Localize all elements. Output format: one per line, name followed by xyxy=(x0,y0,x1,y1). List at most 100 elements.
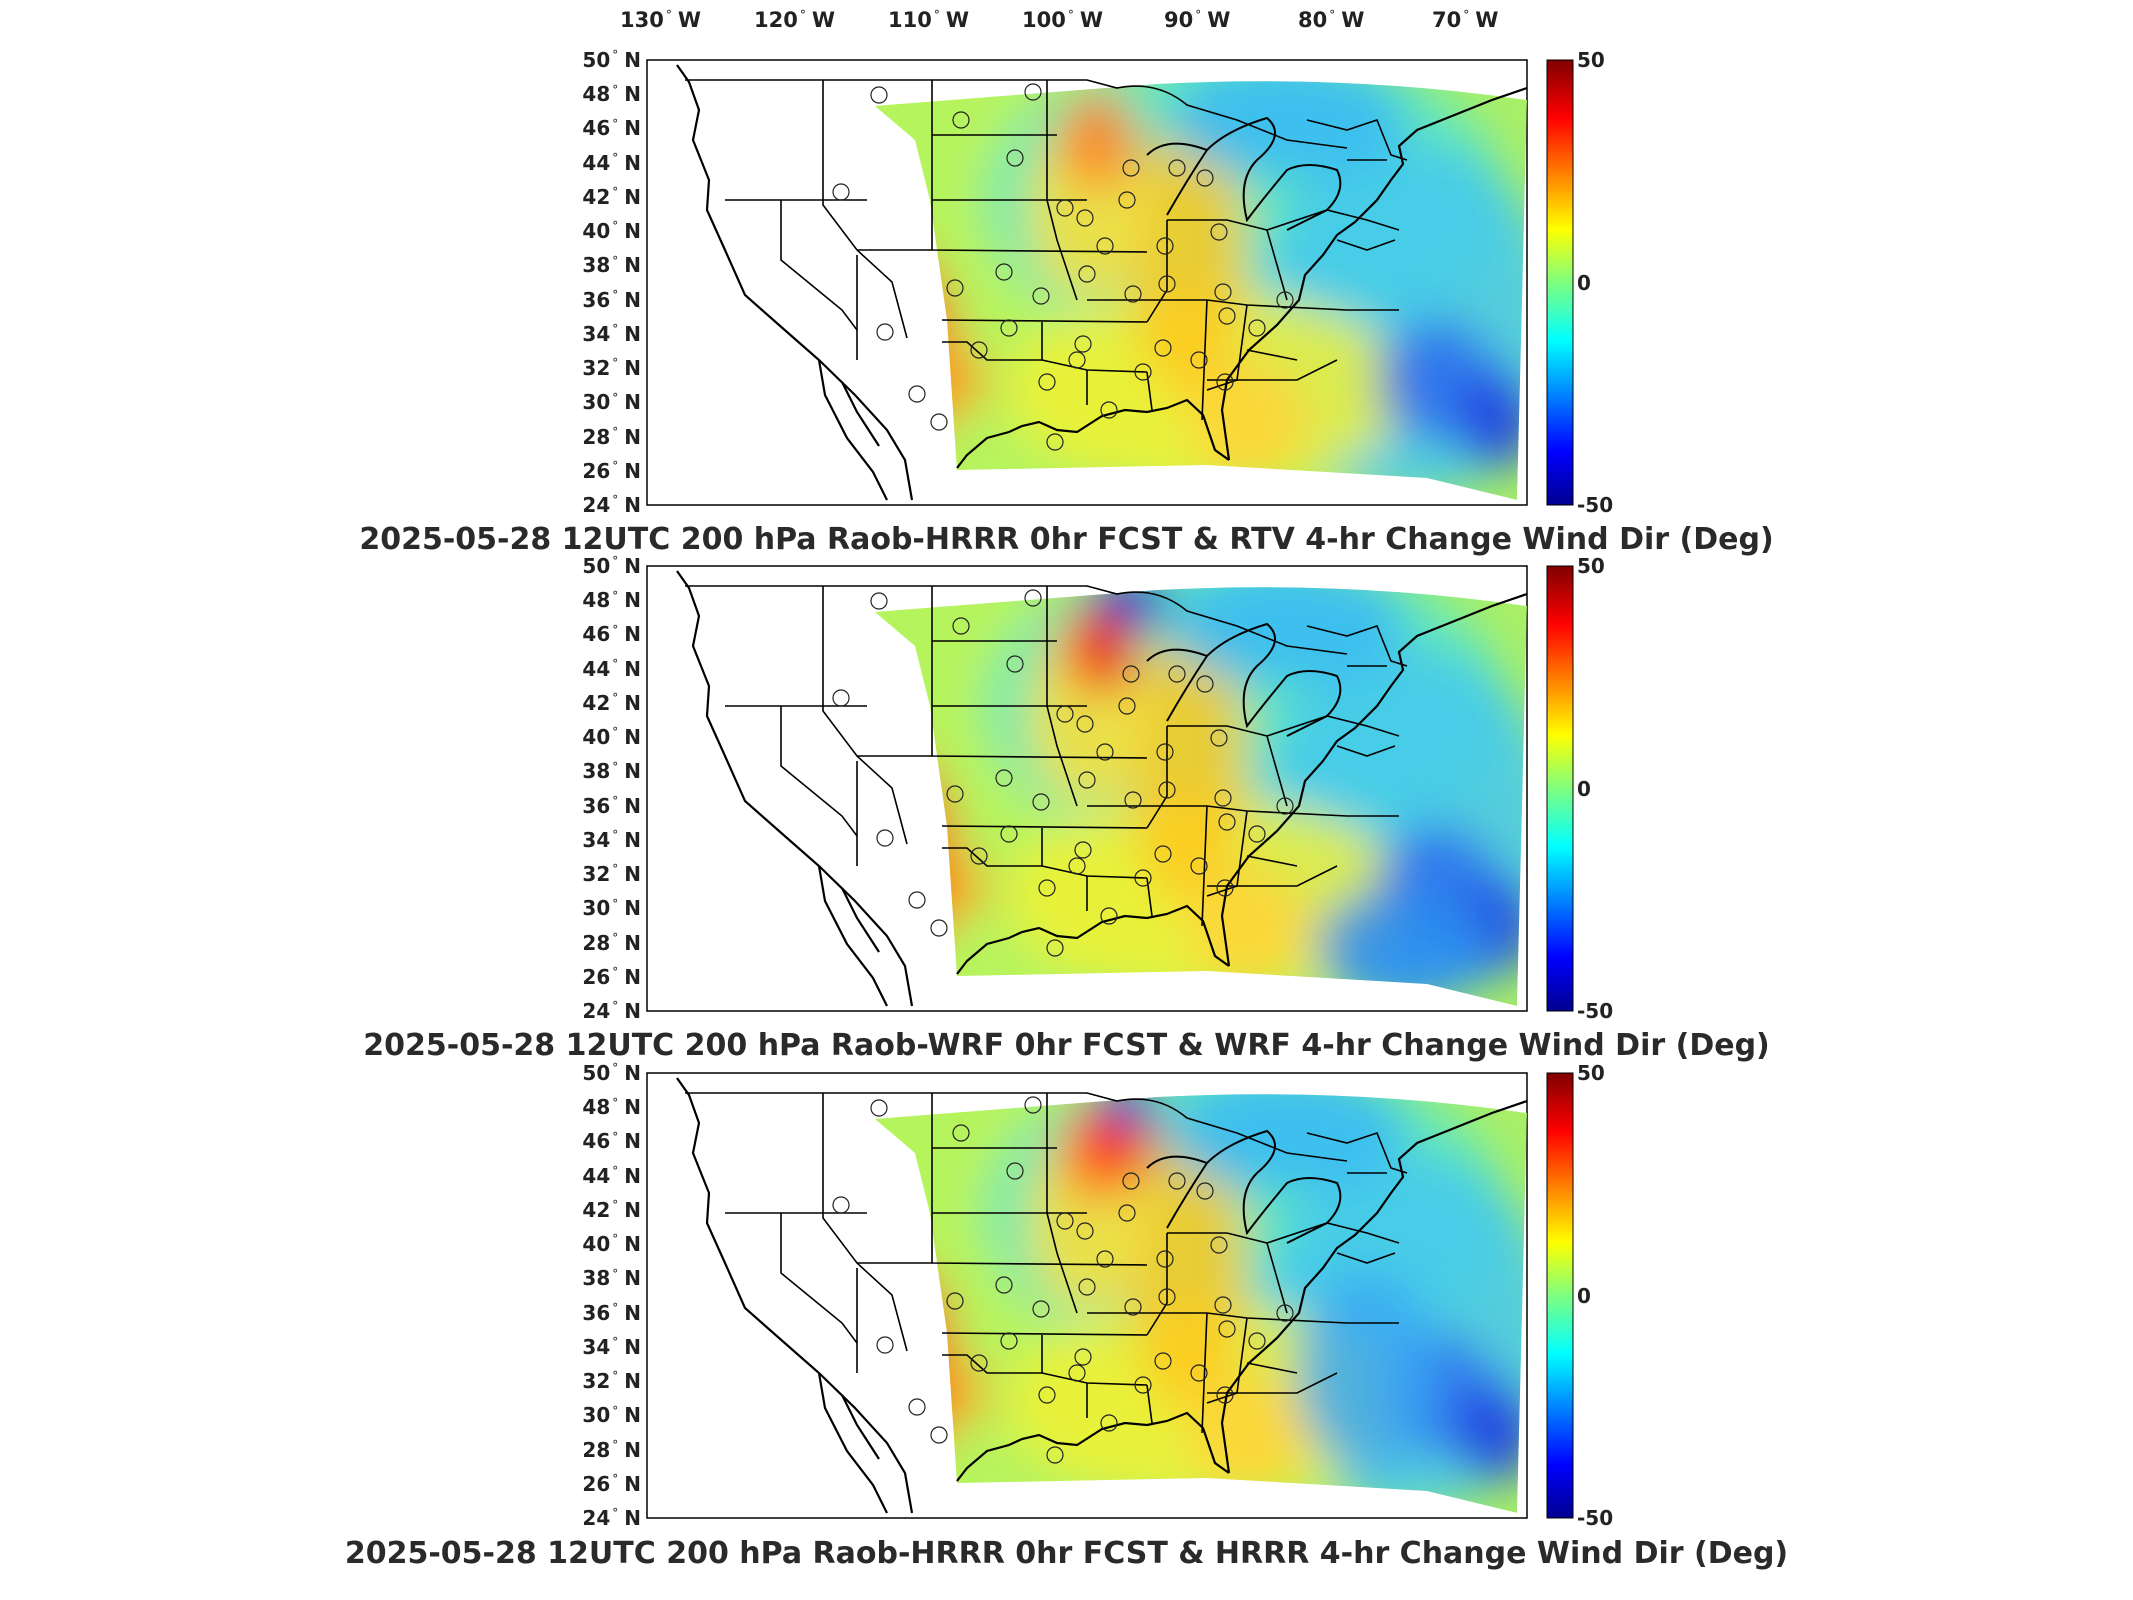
raob-station-marker xyxy=(1000,319,1018,337)
raob-station-marker xyxy=(1196,675,1214,693)
raob-station-marker xyxy=(1076,209,1094,227)
field-blob xyxy=(1187,866,1307,986)
raob-station-marker xyxy=(1096,237,1114,255)
lat-label: 32 ° N xyxy=(582,356,641,381)
raob-station-marker xyxy=(1154,1352,1172,1370)
lat-label: 30 ° N xyxy=(582,390,641,415)
state-border xyxy=(1306,625,1408,667)
lat-label: 38 ° N xyxy=(582,759,641,784)
map-panel-graphics xyxy=(646,565,1528,1012)
raob-station-marker xyxy=(1032,287,1050,305)
state-border xyxy=(1266,209,1400,231)
state-border xyxy=(1246,855,1298,867)
field-blob xyxy=(1127,626,1247,906)
raob-station-marker xyxy=(1100,907,1118,925)
field-blob xyxy=(1297,1273,1437,1473)
state-border xyxy=(1266,1222,1400,1244)
coastline xyxy=(676,1077,914,1514)
state-border xyxy=(1046,80,1078,301)
lat-label: 48 ° N xyxy=(582,588,641,613)
lat-label: 24 ° N xyxy=(582,493,641,517)
coastline xyxy=(817,359,888,501)
raob-station-marker xyxy=(1276,291,1294,309)
state-border xyxy=(1336,1252,1396,1264)
lon-label: 110 ° W xyxy=(888,8,970,32)
lat-label: 28 ° N xyxy=(582,930,641,955)
raob-station-marker xyxy=(1210,729,1228,747)
state-border xyxy=(780,706,858,837)
state-border xyxy=(1046,1093,1078,1314)
raob-station-marker xyxy=(952,1124,970,1142)
raob-station-marker xyxy=(1074,1348,1092,1366)
raob-station-marker xyxy=(1248,825,1266,843)
colorbar-tick-label: -50 xyxy=(1577,493,1614,517)
raob-station-marker xyxy=(908,891,926,909)
field-blob xyxy=(1457,1383,1527,1483)
raob-station-marker xyxy=(1006,1162,1024,1180)
raob-station-marker xyxy=(1000,825,1018,843)
raob-station-marker xyxy=(1100,1414,1118,1432)
raob-station-marker xyxy=(1006,655,1024,673)
raob-station-marker xyxy=(995,263,1013,281)
field-blob xyxy=(1187,1373,1307,1493)
map-panel-graphics xyxy=(646,1072,1528,1519)
raob-station-marker xyxy=(832,689,850,707)
lat-label: 50 ° N xyxy=(582,1061,641,1085)
raob-station-marker xyxy=(1078,1278,1096,1296)
coastline xyxy=(817,865,888,1007)
raob-station-marker xyxy=(870,1099,888,1117)
colorbar-tick-label: 50 xyxy=(1577,48,1605,72)
state-border xyxy=(685,79,1348,149)
raob-station-marker xyxy=(1046,433,1064,451)
raob-station-marker xyxy=(1214,789,1232,807)
raob-station-marker xyxy=(970,341,988,359)
raob-station-marker xyxy=(1196,169,1214,187)
colorbar-tick-label: 50 xyxy=(1577,554,1605,578)
state-border xyxy=(941,319,1148,323)
raob-station-marker xyxy=(1124,791,1142,809)
raob-station-marker xyxy=(1158,1288,1176,1306)
lat-label: 34 ° N xyxy=(582,1334,641,1359)
raob-station-marker xyxy=(1122,1172,1140,1190)
raob-station-marker xyxy=(995,769,1013,787)
state-border xyxy=(941,1332,1148,1336)
raob-station-marker xyxy=(1068,857,1086,875)
raob-station-marker xyxy=(1218,1320,1236,1338)
lat-label: 36 ° N xyxy=(582,1300,641,1325)
lat-label: 44 ° N xyxy=(582,656,641,681)
state-border xyxy=(1167,1232,1268,1244)
raob-station-marker xyxy=(908,385,926,403)
state-border xyxy=(1266,715,1400,737)
raob-station-marker xyxy=(946,785,964,803)
raob-station-marker xyxy=(930,1426,948,1444)
state-border xyxy=(1266,1242,1288,1314)
raob-station-marker xyxy=(1190,1364,1208,1382)
field-blob xyxy=(1317,886,1497,1006)
state-border xyxy=(1207,1372,1338,1394)
coastline xyxy=(956,398,1230,469)
state-border xyxy=(780,1213,858,1344)
coastline xyxy=(956,904,1230,975)
state-border xyxy=(685,1092,1348,1162)
state-border xyxy=(942,828,1043,867)
raob-station-marker xyxy=(1216,879,1234,897)
raob-station-marker xyxy=(1068,1364,1086,1382)
raob-station-marker xyxy=(1096,1250,1114,1268)
raob-station-marker xyxy=(1134,1376,1152,1394)
raob-station-marker xyxy=(1154,339,1172,357)
coastline xyxy=(676,570,914,1007)
raob-station-marker xyxy=(952,617,970,635)
field-blob xyxy=(1127,1133,1247,1413)
colorbar-tick-label: 0 xyxy=(1577,776,1591,801)
raob-station-marker xyxy=(1006,149,1024,167)
coastline xyxy=(841,1394,880,1460)
raob-station-marker xyxy=(832,1196,850,1214)
raob-station-marker xyxy=(1168,159,1186,177)
state-border xyxy=(1266,229,1288,301)
great-lakes xyxy=(1146,116,1342,231)
coastline xyxy=(676,64,914,501)
lat-label: 50 ° N xyxy=(582,554,641,578)
lon-label: 80 ° W xyxy=(1298,8,1365,32)
lat-label: 34 ° N xyxy=(582,321,641,346)
